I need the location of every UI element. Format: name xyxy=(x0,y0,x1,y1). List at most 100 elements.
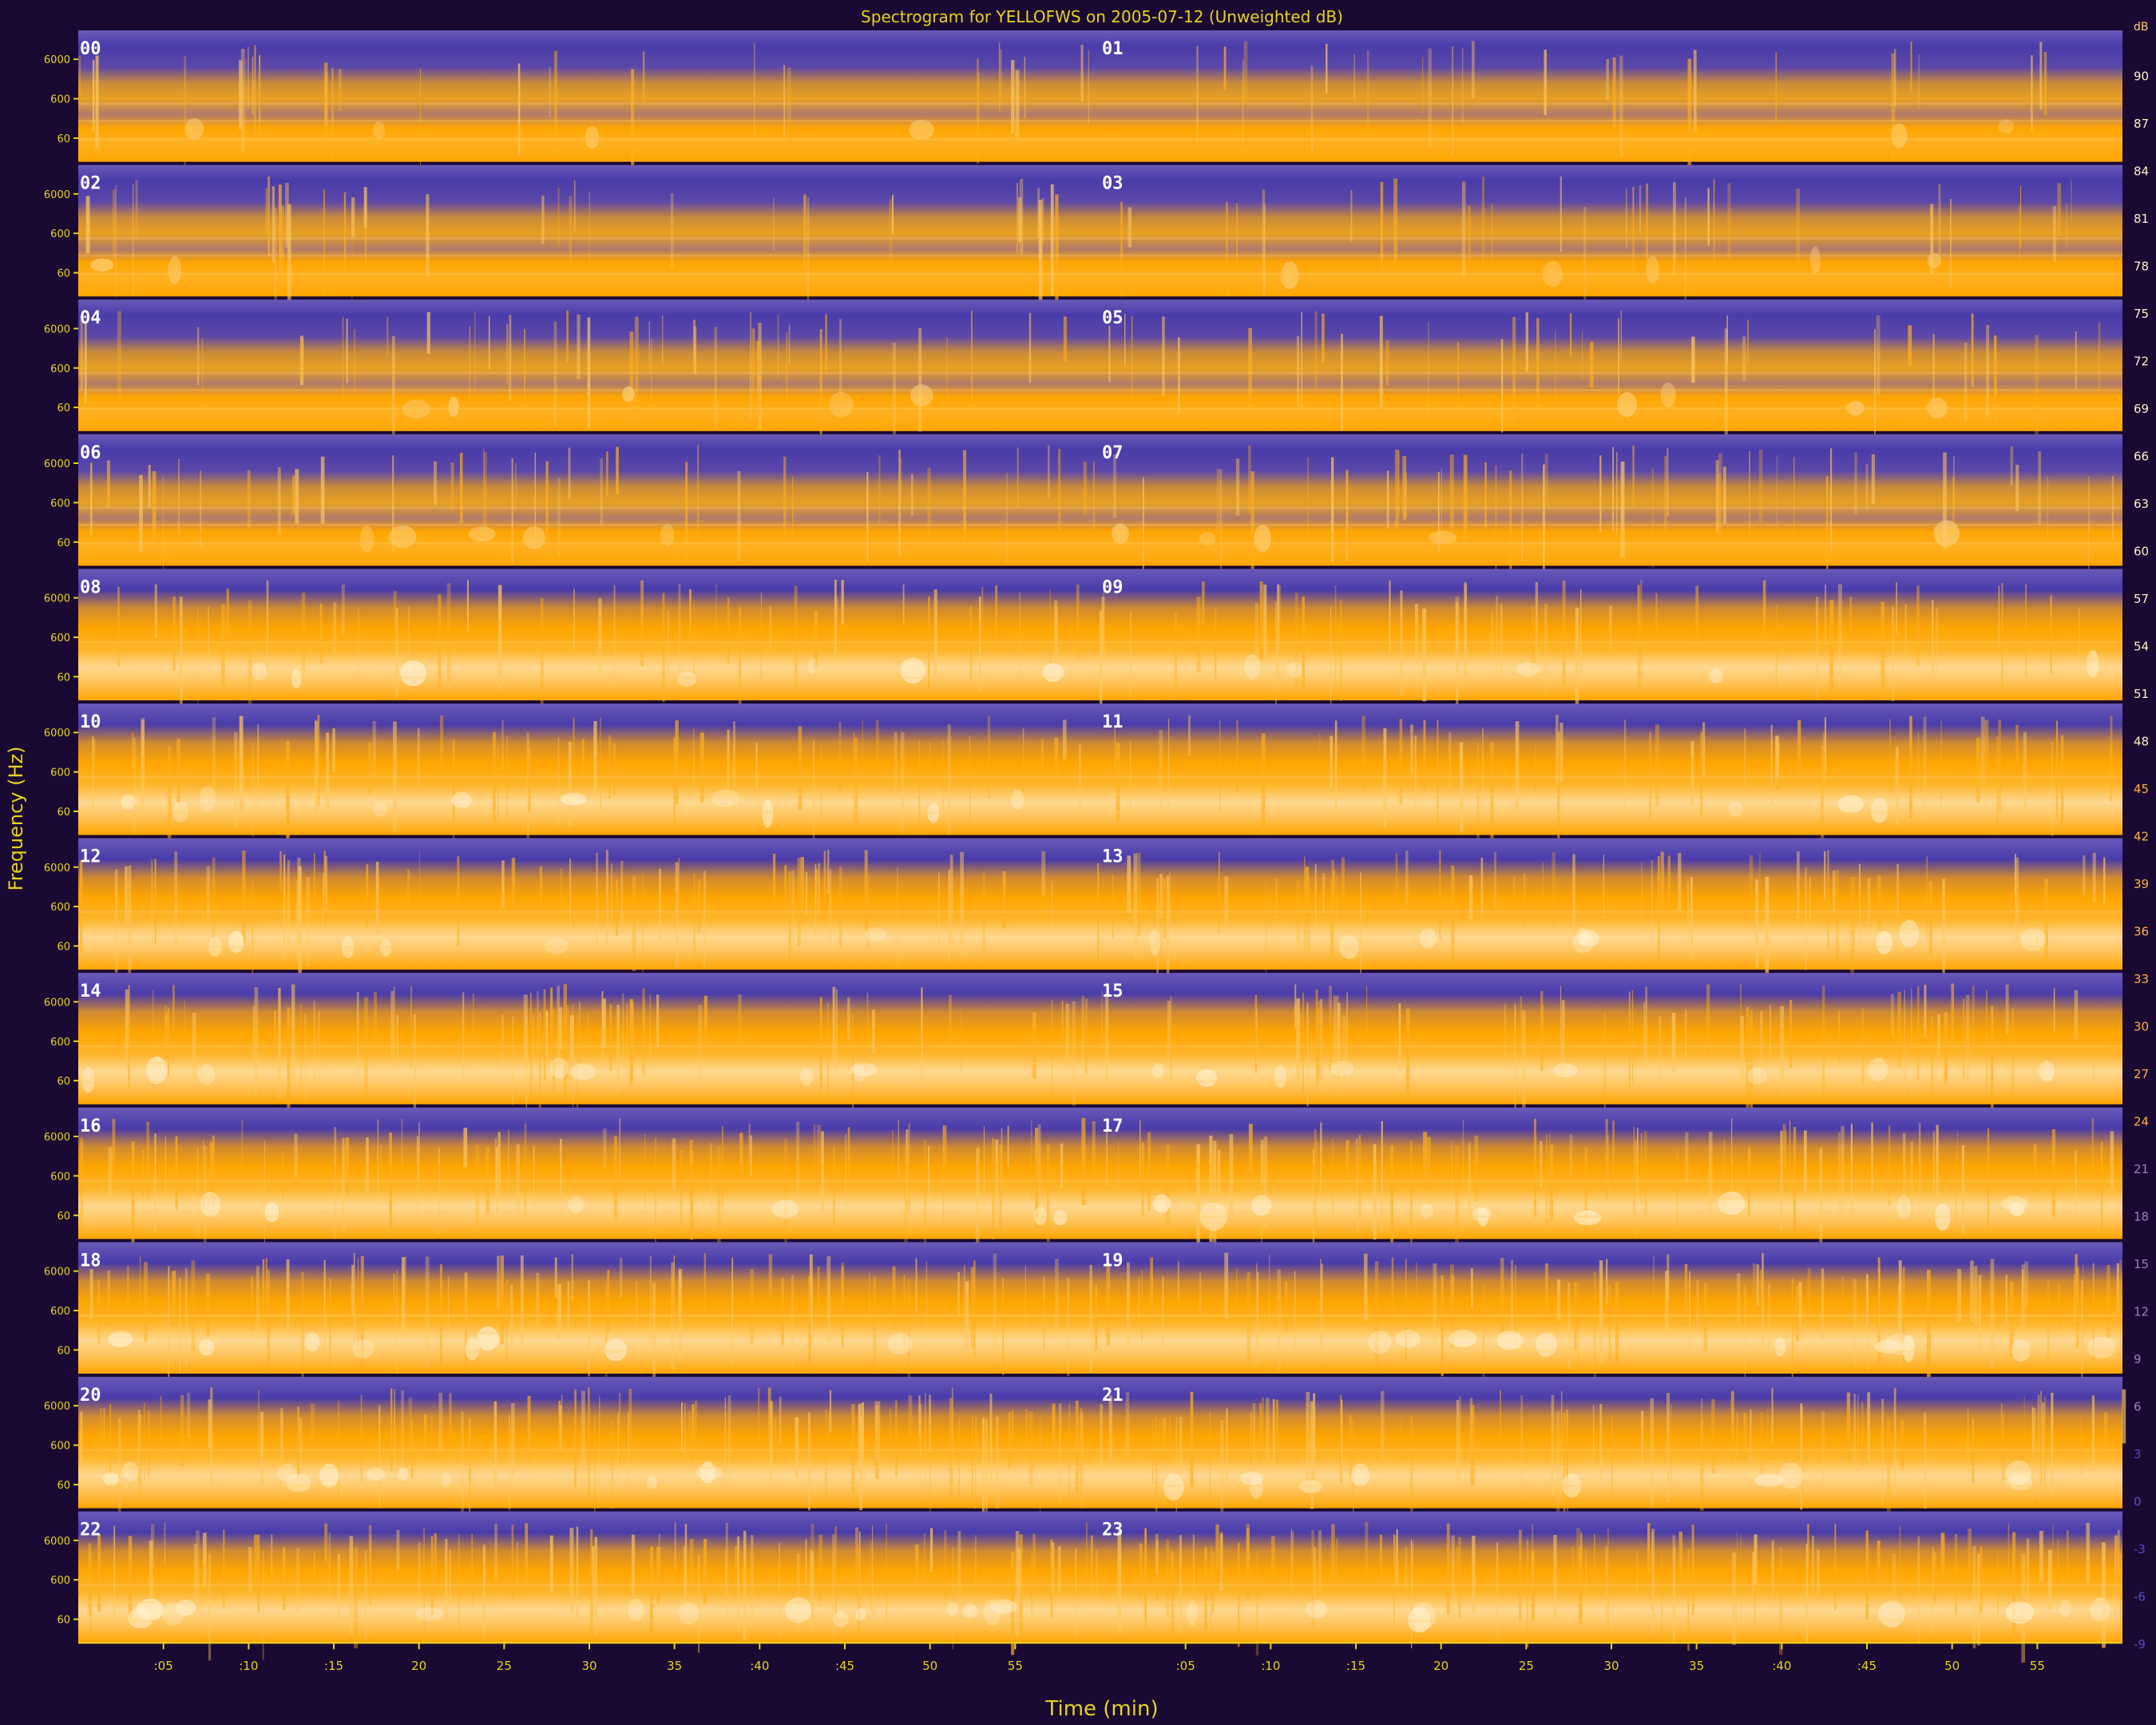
frequency-tick-label: 600 xyxy=(50,902,70,914)
colorbar-tick-label: 39 xyxy=(2134,877,2149,891)
time-tick-label: :10 xyxy=(239,1659,258,1673)
spectrogram-row: 16 17 xyxy=(78,1107,2122,1256)
frequency-tick: 6000 xyxy=(44,1536,78,1548)
frequency-tick: 600 xyxy=(50,632,78,644)
frequency-tick-label: 60 xyxy=(57,942,70,954)
time-tick: 30 xyxy=(581,1643,597,1673)
frequency-tick-label: 600 xyxy=(50,1171,70,1183)
time-tick: 35 xyxy=(667,1643,682,1673)
frequency-tick: 60 xyxy=(57,942,78,954)
time-tick-label: 25 xyxy=(497,1659,512,1673)
colorbar-tick-label: 90 xyxy=(2134,69,2149,84)
time-tick: :45 xyxy=(835,1643,854,1673)
colorbar-tick: 87 xyxy=(2134,117,2149,131)
colorbar-tick-label: 36 xyxy=(2134,925,2149,939)
frequency-tick: 6000 xyxy=(44,323,78,335)
colorbar-tick: 18 xyxy=(2134,1210,2149,1224)
frequency-tick-label: 60 xyxy=(57,1480,70,1492)
spectrogram-row: 06 07 xyxy=(78,434,2122,586)
time-tick: 25 xyxy=(1519,1643,1534,1673)
colorbar-tick: 75 xyxy=(2134,307,2149,321)
frequency-tick-label: 6000 xyxy=(44,728,70,740)
spectrogram-texture xyxy=(78,445,2122,586)
colorbar-tick: -6 xyxy=(2134,1590,2146,1604)
time-tick-label: 35 xyxy=(1689,1659,1704,1673)
time-tick: 30 xyxy=(1603,1643,1619,1673)
colorbar-tick-label: 33 xyxy=(2134,972,2149,986)
frequency-tick-label: 600 xyxy=(50,1575,70,1587)
y-axis-label: Frequency (Hz) xyxy=(5,747,27,891)
frequency-tick-label: 6000 xyxy=(44,1267,70,1279)
spectrogram-texture xyxy=(78,1118,2122,1256)
frequency-tick-label: 60 xyxy=(57,537,70,549)
time-tick: :45 xyxy=(1857,1643,1877,1673)
frequency-tick: 600 xyxy=(50,1171,78,1183)
time-tick-label: :10 xyxy=(1261,1659,1280,1673)
spectrogram-texture xyxy=(78,1252,2122,1394)
time-tick-label: :40 xyxy=(750,1659,769,1673)
hour-label-left: 14 xyxy=(80,981,101,1001)
frequency-tick: 6000 xyxy=(44,997,78,1009)
colorbar-tick-label: 51 xyxy=(2134,687,2149,701)
colorbar-tick-label: 87 xyxy=(2134,117,2149,131)
colorbar-tick-label: 15 xyxy=(2134,1257,2149,1271)
frequency-tick: 600 xyxy=(50,363,78,375)
colorbar-tick-label: 57 xyxy=(2134,592,2149,606)
time-tick: 55 xyxy=(2030,1643,2045,1673)
colorbar-tick-label: 84 xyxy=(2134,165,2149,179)
hour-label-right: 15 xyxy=(1102,981,1124,1001)
time-tick-label: 55 xyxy=(2030,1659,2045,1673)
colorbar-tick-label: 24 xyxy=(2134,1115,2149,1129)
colorbar-tick: 54 xyxy=(2134,640,2149,654)
colorbar-tick: 90 xyxy=(2134,69,2149,84)
spectrogram-row-background xyxy=(78,434,2122,566)
hour-label-left: 04 xyxy=(80,308,101,328)
frequency-ticks: 6000 600 60 6000 600 60 6000 600 60 6000 600 60 6000… xyxy=(44,54,78,1627)
spectrogram-row: 08 09 xyxy=(78,569,2122,716)
colorbar-tick: 27 xyxy=(2134,1067,2149,1081)
colorbar-tick-label: 66 xyxy=(2134,450,2149,464)
colorbar-tick-label: 60 xyxy=(2134,545,2149,559)
x-axis-label: Time (min) xyxy=(1044,1697,1158,1721)
frequency-tick-label: 6000 xyxy=(44,458,70,470)
spectrogram-row-background xyxy=(78,1242,2122,1374)
colorbar-tick-label: 18 xyxy=(2134,1210,2149,1224)
colorbar-tick: 6 xyxy=(2134,1400,2142,1414)
spectrogram-texture xyxy=(78,983,2122,1124)
colorbar-tick: 48 xyxy=(2134,735,2149,749)
frequency-tick: 600 xyxy=(50,228,78,240)
frequency-tick: 6000 xyxy=(44,458,78,470)
hour-label-left: 18 xyxy=(80,1251,101,1271)
colorbar-tick-label: 21 xyxy=(2134,1162,2149,1176)
frequency-tick: 60 xyxy=(57,1615,78,1627)
spectrogram-row-background xyxy=(78,1511,2122,1644)
hour-label-right: 01 xyxy=(1102,39,1124,59)
frequency-tick-label: 6000 xyxy=(44,1401,70,1413)
frequency-tick-label: 60 xyxy=(57,807,70,819)
spectrogram-row-background xyxy=(78,299,2122,431)
frequency-tick: 6000 xyxy=(44,593,78,605)
frequency-tick: 6000 xyxy=(44,189,78,201)
hour-label-right: 19 xyxy=(1102,1251,1124,1271)
hour-label-right: 13 xyxy=(1102,847,1124,867)
time-tick: :10 xyxy=(239,1643,258,1673)
colorbar-tick: 39 xyxy=(2134,877,2149,891)
time-tick-label: 50 xyxy=(922,1659,937,1673)
time-tick-label: :05 xyxy=(1176,1659,1195,1673)
colorbar-tick: 66 xyxy=(2134,450,2149,464)
colorbar-tick: 69 xyxy=(2134,402,2149,416)
spectrogram-row: 00 01 xyxy=(78,30,2122,180)
frequency-tick-label: 60 xyxy=(57,1615,70,1627)
hour-label-right: 17 xyxy=(1102,1116,1124,1136)
colorbar-tick-label: -6 xyxy=(2134,1590,2146,1604)
hour-label-right: 05 xyxy=(1102,308,1124,328)
hour-label-right: 21 xyxy=(1102,1386,1124,1406)
time-tick: :40 xyxy=(1772,1643,1791,1673)
frequency-tick: 600 xyxy=(50,1441,78,1453)
colorbar-unit: dB xyxy=(2134,21,2149,34)
time-tick-label: :15 xyxy=(1346,1659,1365,1673)
time-tick: 20 xyxy=(411,1643,426,1673)
time-ticks: :05:10:15 20 25 30 35:40:45 50 55:05:10:15 20 25… xyxy=(154,1643,2045,1673)
frequency-tick-label: 6000 xyxy=(44,593,70,605)
